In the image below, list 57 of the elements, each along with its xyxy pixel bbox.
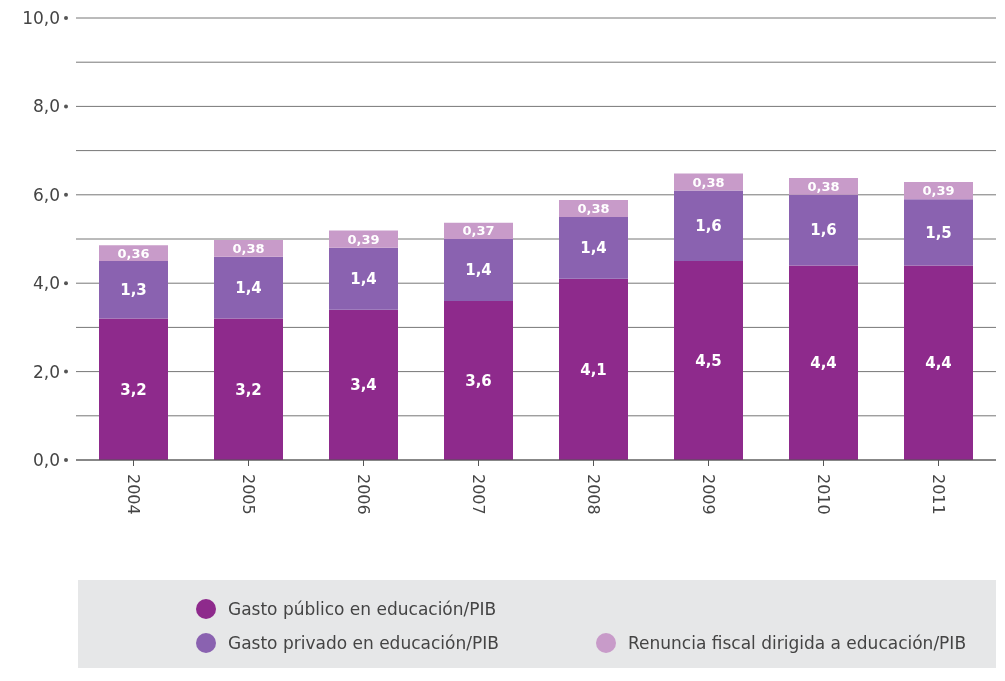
bar bbox=[674, 190, 743, 262]
legend-label: Gasto privado en educación/PIB bbox=[228, 633, 499, 653]
x-tick-label: 2011 bbox=[928, 474, 948, 515]
data-label: 4,1 bbox=[580, 360, 607, 379]
bar bbox=[99, 261, 168, 319]
data-label: 0,37 bbox=[462, 223, 495, 239]
data-label: 4,4 bbox=[810, 354, 837, 373]
data-label: 1,4 bbox=[580, 239, 607, 258]
bar bbox=[214, 318, 283, 460]
data-label: 1,6 bbox=[810, 221, 837, 240]
bar bbox=[674, 261, 743, 460]
bar bbox=[329, 247, 398, 310]
data-label: 3,2 bbox=[120, 380, 147, 399]
bar bbox=[444, 300, 513, 460]
bar bbox=[904, 199, 973, 266]
data-label: 3,4 bbox=[350, 376, 377, 395]
y-tick-label: 6,0 bbox=[32, 184, 60, 205]
data-label: 1,4 bbox=[350, 270, 377, 289]
bar bbox=[214, 256, 283, 319]
bar bbox=[904, 265, 973, 460]
data-label: 0,38 bbox=[577, 201, 610, 217]
y-tick-label: 0,0 bbox=[32, 449, 60, 470]
data-label: 3,6 bbox=[465, 371, 492, 390]
data-label: 0,36 bbox=[117, 245, 150, 261]
data-label: 1,4 bbox=[235, 278, 262, 297]
data-label: 0,39 bbox=[922, 183, 955, 199]
data-label: 1,3 bbox=[120, 281, 147, 300]
data-label: 0,38 bbox=[692, 174, 725, 190]
x-tick-label: 2008 bbox=[583, 474, 603, 515]
data-label: 1,5 bbox=[925, 223, 952, 242]
x-tick-label: 2009 bbox=[698, 474, 718, 515]
bar bbox=[789, 265, 858, 460]
x-tick-label: 2010 bbox=[813, 474, 833, 515]
y-tick-label: 8,0 bbox=[32, 96, 60, 117]
data-label: 4,5 bbox=[695, 351, 722, 370]
bar bbox=[559, 216, 628, 279]
bar bbox=[329, 309, 398, 460]
data-label: 3,2 bbox=[235, 380, 262, 399]
bar bbox=[99, 318, 168, 460]
data-label: 0,38 bbox=[807, 178, 840, 194]
data-label: 0,38 bbox=[232, 240, 265, 256]
y-tick-label: 4,0 bbox=[32, 273, 60, 294]
legend-label: Renuncia fiscal dirigida a educación/PIB bbox=[628, 633, 967, 653]
bar bbox=[559, 278, 628, 460]
data-label: 0,39 bbox=[347, 231, 380, 247]
bar bbox=[444, 239, 513, 301]
y-tick-label: 10,0 bbox=[22, 7, 60, 28]
data-label: 4,4 bbox=[925, 354, 952, 373]
bar bbox=[789, 194, 858, 266]
data-label: 1,4 bbox=[465, 261, 492, 280]
x-tick-label: 2005 bbox=[238, 474, 258, 515]
x-tick-label: 2004 bbox=[123, 474, 143, 515]
data-label: 1,6 bbox=[695, 216, 722, 235]
x-tick-label: 2006 bbox=[353, 474, 373, 515]
y-tick-label: 2,0 bbox=[32, 361, 60, 382]
x-tick-label: 2007 bbox=[468, 474, 488, 515]
legend-label: Gasto público en educación/PIB bbox=[228, 599, 497, 619]
